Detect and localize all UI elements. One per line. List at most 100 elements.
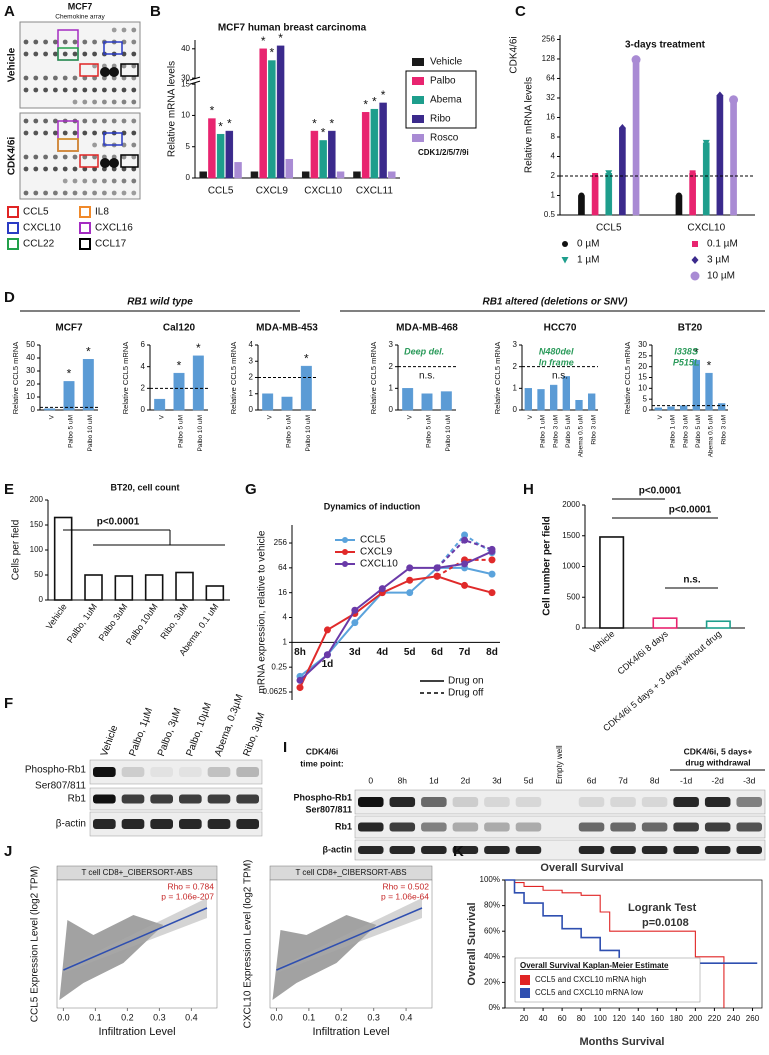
array-spot [53, 87, 58, 93]
blot-band [610, 797, 636, 807]
bar [679, 405, 688, 411]
y-tick-label: 1 [551, 191, 556, 200]
y-tick-label: 30 [181, 73, 190, 82]
bar [705, 620, 731, 629]
x-tick-label: CDK4/6i 5 days + 3 days without drug [601, 629, 723, 734]
blot-band [121, 794, 145, 804]
y-tick-label: 500 [567, 592, 581, 601]
row-label: β-actin [323, 844, 353, 854]
blot-band [673, 797, 699, 807]
blot-band [610, 822, 636, 832]
significance: * [196, 341, 201, 355]
marker [702, 139, 710, 147]
panel-label: K [453, 843, 464, 860]
row-label: β-actin [56, 819, 86, 830]
array-spot [131, 154, 137, 160]
legend-swatch [79, 206, 91, 218]
x-tick-label: CXCL9 [256, 186, 289, 197]
bar [605, 173, 613, 216]
bar [388, 171, 396, 179]
point [433, 564, 441, 572]
array-spot [33, 87, 39, 93]
significance: * [312, 116, 317, 130]
blot-band [704, 846, 731, 854]
x-tick-label: CXCL10 [687, 223, 725, 234]
lane-label: 7d [618, 775, 628, 785]
legend-box [405, 70, 477, 129]
y-tick-label: 0 [513, 405, 518, 414]
array-spot [43, 118, 48, 124]
withdrawal-label: CDK4/6i, 5 days+ [684, 746, 753, 756]
y-tick-label: 40% [484, 952, 500, 961]
chart-title: MDA-MB-453 [256, 323, 318, 334]
y-tick-label: 5 [186, 142, 191, 151]
point [296, 676, 304, 684]
bar [53, 516, 73, 601]
x-tick-label: Abema 0.5 uM [708, 415, 715, 457]
bar [652, 617, 678, 629]
y-tick-label: 20% [484, 978, 500, 987]
bar [587, 393, 596, 411]
x-tick-label: Ribo 3 uM [720, 415, 727, 445]
blot-background [89, 759, 263, 785]
array-spot [53, 51, 58, 57]
array-spot [43, 39, 48, 45]
array-spot [131, 87, 137, 93]
array-spot [111, 190, 117, 196]
array-spot [92, 178, 97, 184]
lane-label: Empty well [555, 745, 564, 784]
y-tick-label: 0 [389, 405, 394, 414]
array-spot [121, 166, 127, 172]
legend-marker [562, 241, 568, 247]
legend-swatch [79, 222, 91, 234]
x-tick-label: CXCL11 [356, 186, 393, 197]
bar [114, 575, 134, 601]
y-tick-label: 0 [31, 405, 36, 414]
y-tick-label: 1500 [562, 531, 580, 540]
legend-label: 1 µM [577, 255, 599, 266]
x-tick-label: 260 [746, 1014, 760, 1023]
y-tick-label: 1 [513, 383, 518, 392]
y-tick-label: 25 [638, 351, 647, 360]
axis-label: Relative mRNA levels [167, 61, 178, 157]
bar [234, 162, 242, 179]
point [378, 585, 386, 593]
array-spot [92, 166, 97, 172]
array-spot [92, 75, 97, 81]
array-highlight [120, 154, 139, 168]
chart-title: MCF7 human breast carcinoma [218, 23, 367, 34]
array-spot [72, 190, 78, 196]
axis-label: mRNA expression, relative to vehicle [257, 530, 268, 693]
x-tick-label: CXCL10 [304, 186, 342, 197]
y-tick-label: 4 [551, 152, 556, 161]
x-tick-label: 0.4 [400, 1012, 413, 1022]
line-drug-on [299, 550, 493, 682]
marker [729, 95, 739, 105]
legend-marker [561, 257, 569, 264]
y-tick-label: 10 [26, 392, 35, 401]
point [351, 606, 359, 614]
blot-band [421, 846, 447, 854]
bar [361, 112, 370, 179]
array-spot [62, 51, 68, 57]
array-spot [23, 39, 29, 45]
bar [44, 408, 56, 411]
p-value: p=0.0108 [642, 917, 689, 929]
axis-break-mark [189, 80, 201, 85]
blot-band [358, 797, 384, 807]
point [461, 536, 469, 544]
significance: * [270, 46, 275, 60]
panel-label: H [523, 481, 534, 498]
array-spot [82, 130, 88, 136]
x-tick-label: Palbo 5 uM [426, 415, 433, 448]
array-spot [33, 75, 39, 81]
legend-marker [692, 241, 698, 247]
blot-band [93, 767, 116, 777]
bar [730, 99, 737, 216]
x-tick-label: 0.2 [121, 1012, 134, 1022]
x-tick-label: 0.4 [185, 1012, 198, 1022]
array-spot [131, 63, 137, 69]
array-spot [121, 87, 127, 93]
array-spot [131, 39, 137, 45]
point [406, 589, 414, 597]
